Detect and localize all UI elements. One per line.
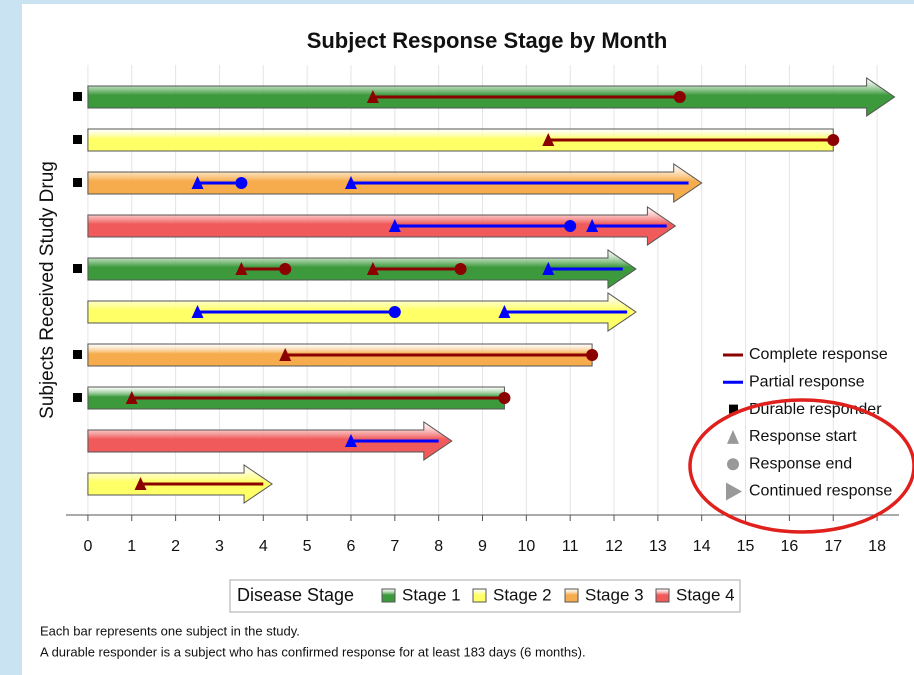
legend-label: Stage 3 — [585, 585, 644, 604]
footnote: A durable responder is a subject who has… — [40, 644, 586, 659]
response-end — [279, 263, 292, 275]
legend-label: Stage 2 — [493, 585, 552, 604]
subject-bar — [87, 249, 637, 289]
legend-label: Response end — [749, 455, 852, 472]
legend-label: Partial response — [749, 374, 865, 391]
response-start — [191, 176, 204, 189]
durable-marker — [73, 92, 82, 101]
x-tick-label: 16 — [780, 538, 798, 555]
y-axis-label: Subjects Received Study Drug — [37, 161, 58, 419]
x-tick-label: 0 — [83, 538, 92, 555]
panel — [22, 4, 914, 675]
durable-marker — [73, 264, 82, 273]
x-tick-label: 18 — [868, 538, 886, 555]
response-start — [191, 305, 204, 318]
x-tick-label: 7 — [390, 538, 399, 555]
x-tick-label: 3 — [215, 538, 224, 555]
x-tick-label: 1 — [127, 538, 136, 555]
legend-swatch — [727, 458, 739, 471]
legend-swatch — [381, 588, 396, 603]
response-start — [134, 477, 147, 490]
response-start — [344, 434, 357, 447]
response-end — [388, 306, 401, 318]
x-tick-label: 6 — [347, 538, 356, 555]
response-end — [827, 134, 840, 146]
legend-swatch — [564, 588, 579, 603]
response-start — [542, 133, 555, 146]
footnote: Each bar represents one subject in the s… — [40, 623, 300, 638]
response-start — [366, 90, 379, 103]
response-start — [498, 305, 511, 318]
response-start — [125, 391, 138, 404]
x-tick-label: 5 — [303, 538, 312, 555]
legend-label: Complete response — [749, 346, 888, 363]
x-tick-label: 15 — [737, 538, 755, 555]
response-start — [235, 262, 248, 275]
x-tick-label: 17 — [824, 538, 842, 555]
legend-swatch — [727, 429, 739, 444]
x-tick-label: 14 — [693, 538, 711, 555]
legend-label: Continued response — [749, 483, 892, 500]
response-end — [564, 220, 577, 232]
response-start — [344, 176, 357, 189]
x-tick-label: 12 — [605, 538, 623, 555]
response-end — [235, 177, 248, 189]
x-tick-label: 4 — [259, 538, 268, 555]
legend-title: Disease Stage — [237, 585, 354, 605]
subject-bar — [87, 206, 677, 246]
response-end — [498, 392, 511, 404]
x-tick-label: 2 — [171, 538, 180, 555]
chart-title: Subject Response Stage by Month — [307, 28, 668, 53]
response-start — [388, 219, 401, 232]
subject-bar — [87, 128, 834, 152]
highlight-ellipse — [688, 398, 914, 534]
legend-swatch — [655, 588, 670, 603]
durable-marker — [73, 393, 82, 402]
legend-label: Response start — [749, 428, 857, 445]
response-end — [586, 349, 599, 361]
x-tick-label: 8 — [434, 538, 443, 555]
response-end — [673, 91, 686, 103]
legend-swatch — [729, 404, 738, 414]
legend-label: Stage 4 — [676, 585, 735, 604]
durable-marker — [73, 350, 82, 359]
x-tick-label: 11 — [562, 538, 579, 555]
response-start — [586, 219, 599, 232]
legend-swatch — [472, 588, 487, 603]
x-tick-label: 9 — [478, 538, 487, 555]
x-tick-label: 10 — [517, 538, 535, 555]
response-end — [454, 263, 467, 275]
subject-bar — [87, 421, 453, 461]
x-tick-label: 13 — [649, 538, 667, 555]
legend-swatch — [726, 482, 742, 501]
durable-marker — [73, 135, 82, 144]
response-start — [366, 262, 379, 275]
legend-label: Stage 1 — [402, 585, 461, 604]
response-start — [279, 348, 292, 361]
response-start — [542, 262, 555, 275]
durable-marker — [73, 178, 82, 187]
